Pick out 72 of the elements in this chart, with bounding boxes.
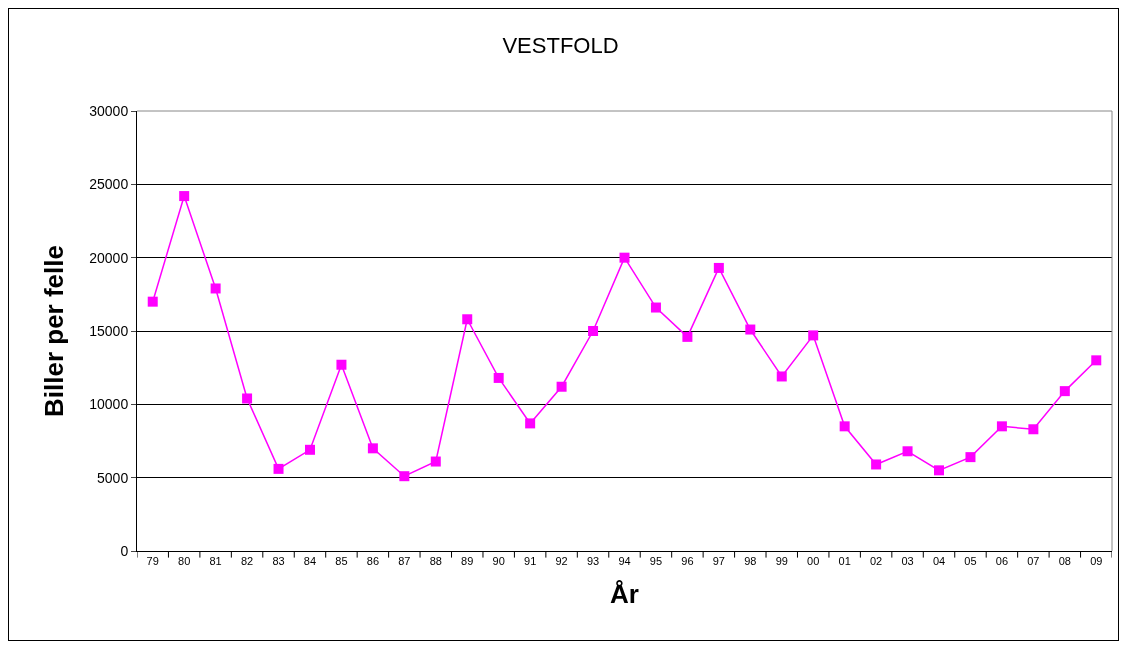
point <box>1028 424 1039 435</box>
x-tick-label: 80 <box>178 555 191 568</box>
point <box>210 283 221 294</box>
point <box>399 471 410 482</box>
y-tick-label: 20000 <box>89 249 129 266</box>
point <box>430 456 441 467</box>
x-axis-title: År <box>610 578 639 609</box>
x-tick-label: 82 <box>240 555 254 568</box>
point <box>682 331 693 342</box>
x-tick-label: 79 <box>146 555 159 568</box>
point <box>996 421 1007 432</box>
point <box>902 446 913 457</box>
x-tick-label: 98 <box>744 555 757 568</box>
point <box>808 330 819 341</box>
point <box>1059 386 1070 397</box>
point <box>179 191 190 202</box>
point <box>556 381 567 392</box>
x-tick-label: 05 <box>964 555 977 568</box>
x-tick-label: 99 <box>775 555 788 568</box>
point <box>304 444 315 455</box>
point <box>619 252 630 263</box>
point <box>871 459 882 470</box>
point <box>242 393 253 404</box>
x-tick-label: 07 <box>1027 555 1040 568</box>
x-tick-label: 88 <box>429 555 442 568</box>
x-tick-label: 97 <box>712 555 725 568</box>
point <box>934 465 945 476</box>
x-tick-label: 92 <box>555 555 568 568</box>
point <box>965 452 976 463</box>
x-tick-label: 03 <box>901 555 914 568</box>
point <box>462 314 473 325</box>
point <box>336 359 347 370</box>
x-tick-label: 01 <box>838 555 851 568</box>
x-tick-label: 84 <box>303 555 317 568</box>
y-tick-label: 10000 <box>89 396 129 413</box>
y-tick-label: 25000 <box>89 176 129 193</box>
x-tick-label: 96 <box>681 555 694 568</box>
point <box>588 326 599 336</box>
x-tick-label: 90 <box>492 555 505 568</box>
x-tick-label: 94 <box>618 555 631 568</box>
y-tick-label: 30000 <box>89 102 129 119</box>
x-tick-label: 95 <box>649 555 663 568</box>
point <box>367 443 378 454</box>
point <box>713 262 724 273</box>
x-tick-label: 86 <box>366 555 380 568</box>
chart-title: VESTFOLD <box>502 33 619 59</box>
x-tick-label: 83 <box>272 555 285 568</box>
x-tick-label: 02 <box>869 555 883 568</box>
y-axis-title: Biller per felle <box>38 245 69 417</box>
point <box>745 324 756 335</box>
point <box>525 418 536 429</box>
point <box>493 372 504 383</box>
x-tick-label: 89 <box>461 555 474 568</box>
y-tick-label: 15000 <box>89 322 129 339</box>
x-tick-label: 91 <box>524 555 537 568</box>
x-tick-label: 81 <box>209 555 222 568</box>
point <box>1091 355 1102 366</box>
point <box>776 371 787 382</box>
x-tick-label: 08 <box>1058 555 1071 568</box>
y-tick-label: 5000 <box>97 469 129 486</box>
x-tick-label: 04 <box>932 555 946 568</box>
x-tick-label: 06 <box>995 555 1009 568</box>
x-tick-label: 87 <box>398 555 411 568</box>
point <box>650 302 661 313</box>
point <box>273 463 284 474</box>
point <box>147 296 158 307</box>
x-tick-label: 09 <box>1090 555 1103 568</box>
x-tick-label: 93 <box>586 555 600 568</box>
x-tick-label: 85 <box>335 555 348 568</box>
point <box>839 421 850 432</box>
y-tick-label: 0 <box>120 542 129 559</box>
x-tick-label: 00 <box>807 555 820 568</box>
